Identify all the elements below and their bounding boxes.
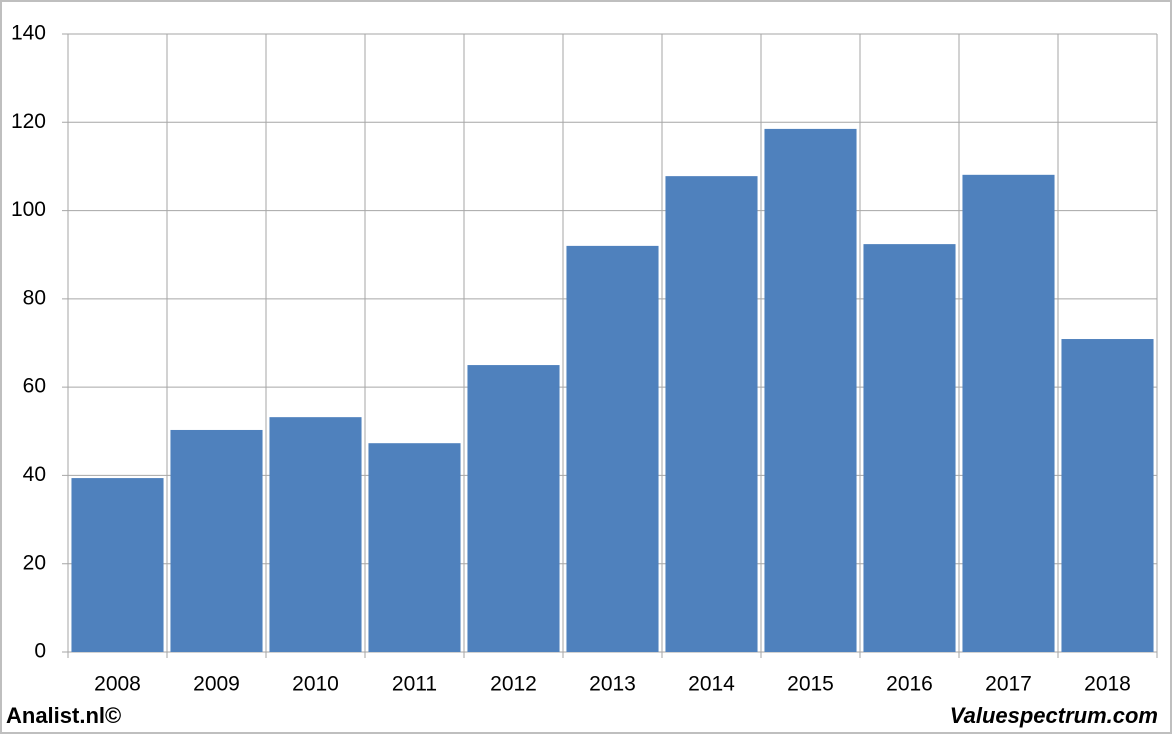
bar: [764, 128, 857, 652]
bar: [71, 478, 164, 652]
bar: [467, 365, 560, 652]
x-tick-label: 2011: [392, 673, 437, 696]
y-tick-label: 100: [11, 198, 46, 221]
x-tick-label: 2018: [1084, 673, 1131, 696]
bar: [368, 443, 461, 652]
footer-left: Analist.nl©: [6, 703, 121, 728]
y-tick-label: 60: [23, 375, 46, 398]
bar: [269, 417, 362, 652]
y-tick-label: 0: [34, 640, 46, 663]
x-tick-label: 2015: [787, 673, 834, 696]
x-tick-label: 2016: [886, 673, 933, 696]
x-tick-label: 2010: [292, 673, 339, 696]
footer-right: Valuespectrum.com: [950, 703, 1158, 728]
y-tick-label: 40: [23, 463, 46, 486]
bar: [170, 429, 263, 652]
y-tick-label: 140: [11, 22, 46, 45]
y-tick-label: 120: [11, 110, 46, 133]
x-tick-label: 2014: [688, 673, 735, 696]
bar: [566, 245, 659, 652]
y-tick-label: 20: [23, 551, 46, 574]
bar: [863, 244, 956, 652]
bar: [962, 174, 1055, 652]
x-tick-label: 2008: [94, 673, 141, 696]
x-tick-label: 2012: [490, 673, 537, 696]
x-tick-label: 2013: [589, 673, 636, 696]
bar: [665, 176, 758, 652]
y-tick-label: 80: [23, 286, 46, 309]
x-tick-label: 2017: [985, 673, 1032, 696]
bar: [1061, 339, 1154, 652]
x-tick-label: 2009: [193, 673, 240, 696]
